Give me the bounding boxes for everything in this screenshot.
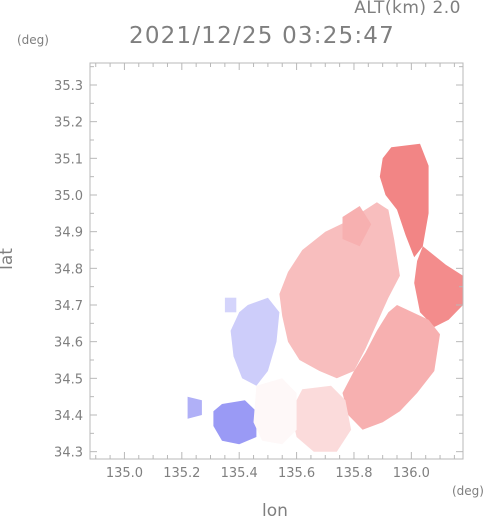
- y-tick-label: 35.2: [54, 116, 83, 131]
- region-northwest-blue-fragment: [224, 297, 237, 313]
- y-tick-label: 34.4: [54, 409, 83, 424]
- y-tick-label: 35.3: [54, 79, 83, 94]
- y-tick-label: 34.3: [54, 446, 83, 461]
- region-far-west-blue-fragment: [187, 396, 202, 419]
- x-tick-label: 136.0: [393, 466, 430, 481]
- axis-ticks: 135.0 135.2 135.4 135.6 135.8 136.0 34.3 34.4 34…: [54, 63, 463, 481]
- y-tick-label: 34.8: [54, 262, 83, 277]
- region-east-red-arm: [414, 246, 463, 327]
- region-south-white-mixed: [253, 378, 297, 445]
- timestamp-title: 2021/12/25 03:25:47: [129, 23, 395, 49]
- plot-frame: [89, 62, 464, 460]
- x-tick-label: 135.8: [335, 466, 372, 481]
- x-tick-label: 135.6: [278, 466, 315, 481]
- y-tick-label: 34.9: [54, 226, 83, 241]
- x-tick-label: 135.4: [221, 466, 258, 481]
- y-tick-label: 34.7: [54, 299, 83, 314]
- y-tick-label: 35.0: [54, 189, 83, 204]
- region-northwest-light-red: [342, 206, 372, 247]
- region-southeast-red-band: [342, 305, 440, 430]
- region-southwest-blue: [213, 400, 257, 445]
- x-axis-label: lon: [262, 501, 288, 521]
- altitude-label: ALT(km) 2.0: [354, 0, 461, 18]
- data-layer: [187, 143, 463, 452]
- x-unit-label: (deg): [452, 484, 484, 498]
- region-north-red-core: [379, 143, 429, 258]
- y-unit-label: (deg): [17, 33, 49, 47]
- y-tick-label: 34.6: [54, 336, 83, 351]
- y-tick-label: 35.1: [54, 152, 83, 167]
- region-central-blue: [230, 297, 280, 386]
- region-central-light-red: [279, 202, 400, 379]
- x-tick-label: 135.2: [163, 466, 200, 481]
- y-tick-label: 34.5: [54, 372, 83, 387]
- region-south-pale-red: [290, 385, 352, 452]
- x-tick-label: 135.0: [106, 466, 143, 481]
